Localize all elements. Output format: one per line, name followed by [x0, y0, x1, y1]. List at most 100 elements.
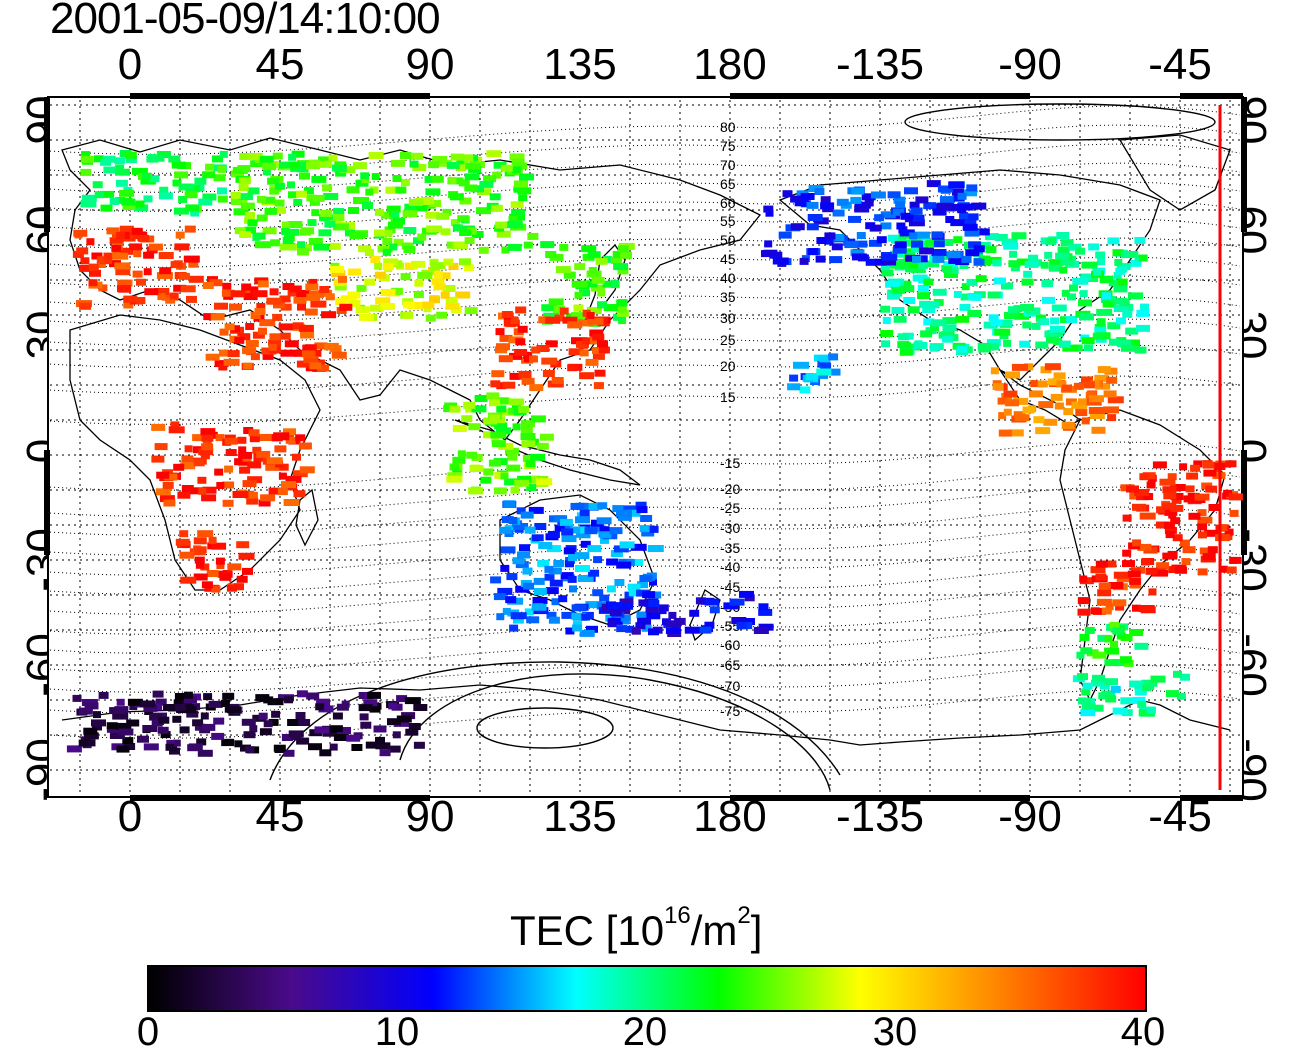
tec-cell	[894, 241, 907, 249]
tec-cell	[178, 183, 194, 191]
tec-cell	[353, 197, 369, 204]
tec-cell	[763, 205, 774, 213]
tec-cell	[1005, 371, 1020, 379]
tec-cell	[217, 195, 228, 203]
tec-cell	[163, 704, 175, 711]
tec-cell	[1042, 296, 1055, 304]
tec-cell	[1104, 635, 1113, 643]
tec-cell	[933, 240, 945, 248]
tec-cell	[490, 431, 507, 439]
tec-cell	[1095, 560, 1108, 568]
tec-cell	[1078, 398, 1087, 406]
tec-cell	[635, 622, 646, 630]
tec-cell	[1003, 408, 1012, 416]
tec-cell	[1101, 607, 1112, 615]
tec-cell	[92, 181, 103, 189]
tec-cell	[273, 432, 290, 440]
tec-cell	[658, 604, 669, 612]
tec-cell	[283, 749, 295, 757]
tec-cell	[912, 274, 928, 282]
tec-cell	[1063, 408, 1074, 416]
tec-cell	[323, 193, 339, 200]
tec-cell	[302, 344, 316, 352]
tec-cell	[1134, 642, 1149, 650]
tec-cell	[956, 345, 968, 353]
tec-cell	[597, 289, 606, 297]
tec-cell	[861, 193, 876, 201]
tec-cell	[478, 246, 489, 254]
tec-cell	[184, 445, 193, 453]
tec-cell	[100, 190, 115, 198]
tec-cell	[587, 317, 604, 325]
tec-cell	[939, 196, 955, 204]
tec-cell	[597, 502, 608, 510]
tec-cell	[569, 585, 577, 593]
tec-cell	[1043, 418, 1058, 426]
tec-cell	[1107, 414, 1117, 422]
tec-cell	[269, 288, 279, 296]
tec-cell	[937, 185, 953, 193]
tec-cell	[147, 154, 157, 161]
tec-cell	[244, 491, 258, 499]
tec-cell	[287, 181, 295, 189]
tec-cell	[509, 624, 519, 632]
tec-cell	[1119, 656, 1132, 664]
tec-cell	[1190, 464, 1201, 472]
contour-label: 60	[720, 195, 736, 211]
tec-cell	[257, 280, 269, 288]
tec-cell	[1061, 289, 1070, 297]
tec-cell	[192, 719, 204, 727]
tec-cell	[506, 221, 523, 229]
tec-cell	[259, 155, 274, 163]
tec-cell	[296, 290, 311, 297]
tec-cell	[296, 360, 311, 368]
tec-cell	[923, 318, 935, 326]
tec-cell	[819, 355, 831, 363]
contour-label: 50	[720, 232, 736, 248]
tec-cell	[140, 177, 156, 185]
tec-cell	[526, 484, 537, 492]
tec-cell	[361, 176, 369, 184]
tec-cell	[938, 331, 955, 339]
tec-cell	[411, 260, 426, 268]
tec-cell	[334, 283, 347, 291]
tec-cell	[1080, 647, 1093, 655]
tec-cell	[246, 497, 259, 505]
tec-cell	[536, 478, 553, 486]
tec-cell	[81, 194, 97, 202]
tec-cell	[614, 579, 625, 586]
tec-cell	[443, 258, 454, 266]
tec-cell	[533, 577, 545, 585]
tec-cell	[943, 265, 952, 273]
tec-cell	[316, 160, 332, 168]
tec-cell	[577, 575, 594, 582]
tec-cell	[606, 558, 619, 566]
tec-cell	[311, 209, 320, 217]
tec-cell	[208, 536, 217, 544]
tec-cell	[495, 397, 509, 405]
contour-label: -30	[720, 520, 740, 536]
tec-cell	[518, 406, 530, 413]
tec-cell	[536, 345, 550, 352]
tec-cell	[1112, 599, 1127, 607]
tec-cell	[832, 209, 845, 217]
tec-cell	[319, 749, 332, 757]
tec-cell	[1075, 409, 1088, 417]
tec-cell	[1219, 565, 1228, 573]
tec-cell	[884, 258, 897, 266]
tec-cell	[119, 225, 134, 233]
tec-cell	[181, 485, 194, 492]
tec-cell	[1197, 516, 1213, 524]
tec-cell	[103, 252, 114, 260]
tec-cell	[880, 211, 896, 219]
tec-cell	[109, 237, 124, 245]
tec-cell	[136, 278, 146, 286]
tec-cell	[946, 251, 961, 259]
tec-cell	[910, 207, 923, 215]
tec-cell	[649, 525, 659, 533]
tec-cell	[403, 301, 416, 309]
tec-cell	[1097, 634, 1112, 642]
tec-cell	[986, 339, 1001, 347]
top-lon-label: -45	[1148, 40, 1212, 89]
tec-cell	[1137, 566, 1146, 574]
